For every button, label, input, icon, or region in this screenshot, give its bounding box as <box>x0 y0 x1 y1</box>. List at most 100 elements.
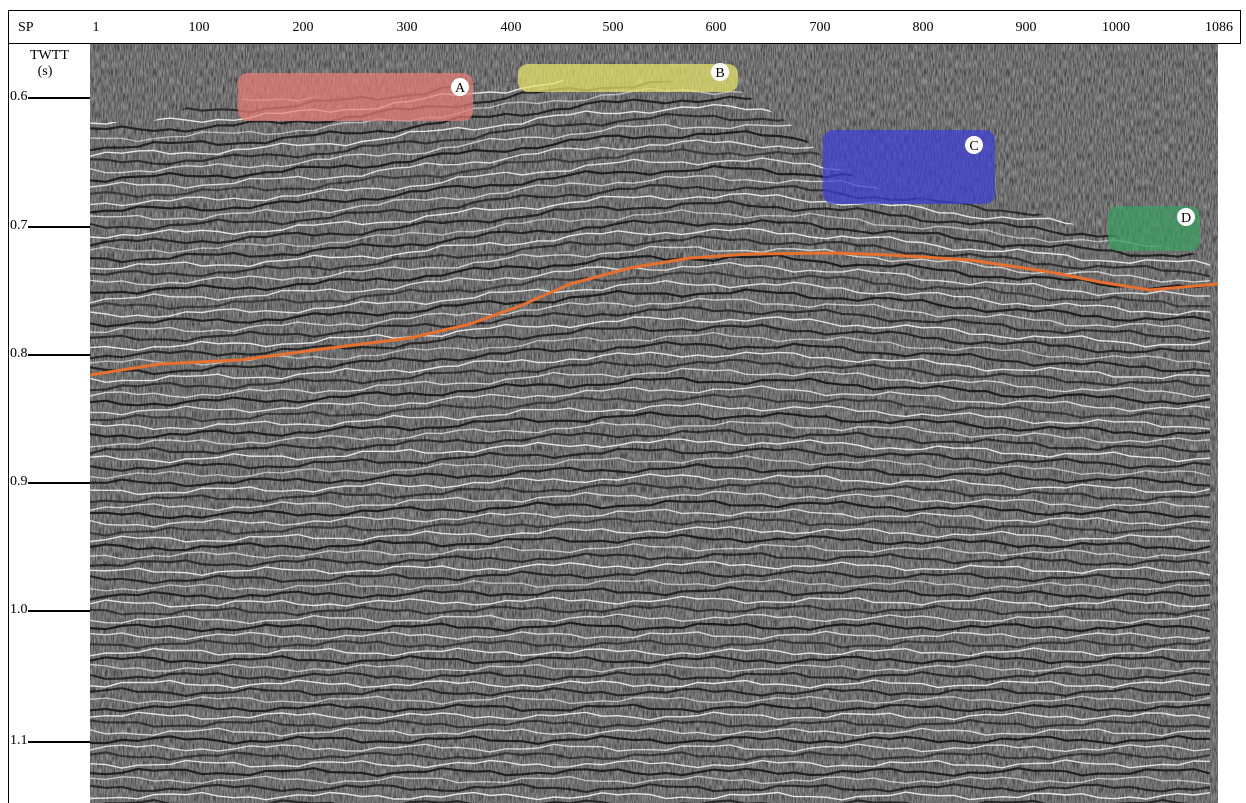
zone-label-c: C <box>969 139 978 154</box>
time-tick-line <box>15 482 90 484</box>
shot-point-tick: 900 <box>1015 20 1037 35</box>
seismic-section: A B C D <box>90 44 1218 803</box>
shot-point-tick: 400 <box>500 20 522 35</box>
reflector-line <box>90 743 1211 753</box>
reflector-line <box>90 376 1211 407</box>
reflector-line <box>90 759 1211 769</box>
reflector-line <box>90 499 1211 520</box>
shot-point-tick: 200 <box>292 20 314 35</box>
reflector-line <box>90 727 1211 737</box>
reflector-line <box>90 340 1211 376</box>
shot-point-tick: 1 <box>92 20 100 35</box>
reflector-line <box>90 367 1211 399</box>
reflector-line <box>90 219 1211 264</box>
seismic-section-svg: A B C D <box>90 44 1218 803</box>
reflector-line <box>90 679 1211 689</box>
reflector-line <box>90 578 1211 592</box>
reflector-line <box>90 253 1211 295</box>
reflector-line <box>90 718 1211 730</box>
time-tick-label: 0.7 <box>10 218 28 234</box>
reflector-line <box>90 734 1211 746</box>
reflector-line <box>90 411 1211 440</box>
zone-label-a: A <box>455 81 466 96</box>
reflector-line <box>90 604 1211 617</box>
reflector-line <box>90 288 1211 328</box>
reflector-line <box>90 508 1211 528</box>
shot-point-tick: 500 <box>602 20 624 35</box>
reflector-line <box>90 775 1211 785</box>
interpreted-zones: A B C D <box>238 63 1200 251</box>
reflector-line <box>90 750 1211 762</box>
zone-label-b: B <box>715 66 724 81</box>
reflector-line <box>90 323 1211 360</box>
shot-point-tick: 1086 <box>1205 20 1233 35</box>
reflector-line <box>90 227 1211 270</box>
interpreted-horizon-line <box>90 251 1218 377</box>
shot-point-tick: 800 <box>912 20 934 35</box>
reflector-line <box>90 613 1211 625</box>
reflector-line <box>90 447 1211 472</box>
reflector-line <box>90 711 1211 721</box>
reflector-line <box>90 686 1211 698</box>
shot-point-tick: 600 <box>705 20 727 35</box>
reflector-line <box>90 402 1211 431</box>
time-tick-line <box>15 354 90 356</box>
reflector-line <box>90 455 1211 480</box>
reflector-line <box>90 438 1211 464</box>
reflector-line <box>90 351 1211 384</box>
time-tick-label: 0.9 <box>10 474 28 490</box>
reflector-line <box>90 783 1211 794</box>
reflector-line <box>90 393 1211 423</box>
time-tick-line <box>15 226 90 228</box>
time-tick-line <box>15 97 90 99</box>
zone-highlight-a <box>238 73 473 121</box>
reflector-line <box>90 621 1211 633</box>
reflector-line <box>90 639 1211 650</box>
reflector-line <box>90 358 1211 392</box>
reflector-line <box>90 702 1211 713</box>
reflector-line <box>90 663 1211 673</box>
reflector-line <box>90 192 1211 239</box>
zone-highlight-c <box>823 130 995 204</box>
time-tick-label: 0.8 <box>10 346 28 362</box>
reflector-line <box>90 463 1211 488</box>
shot-point-tick: 1000 <box>1102 20 1130 35</box>
twtt-label: TWTT <box>30 48 69 63</box>
reflector-line <box>90 647 1211 657</box>
shot-point-tick: 700 <box>809 20 831 35</box>
reflector-line <box>90 543 1211 560</box>
reflector-line <box>90 235 1211 278</box>
zone-label-badge <box>711 63 729 81</box>
reflector-line <box>90 482 1211 504</box>
zone-label-badge <box>965 136 983 154</box>
reflector-line <box>90 261 1211 304</box>
reflector-line <box>90 279 1211 318</box>
reflector-line <box>90 200 1211 247</box>
time-tick-line <box>15 610 90 612</box>
reflector-line <box>90 655 1211 666</box>
time-tick-label: 1.0 <box>10 602 28 618</box>
time-axis-title: TWTT (s) <box>30 48 69 80</box>
zone-highlight-d <box>1108 206 1200 251</box>
reflector-line <box>90 561 1211 577</box>
zone-highlight-b <box>518 64 738 92</box>
reflector-line <box>90 245 1211 286</box>
zone-label-badge <box>1177 208 1195 226</box>
zone-label-badge <box>451 78 469 96</box>
reflector-line <box>90 209 1211 254</box>
reflector-line <box>90 490 1211 512</box>
reflector-line <box>90 420 1211 448</box>
reflector-line <box>90 670 1211 681</box>
zone-label-d: D <box>1181 211 1191 226</box>
reflector-line <box>90 533 1211 552</box>
reflector-line <box>90 473 1211 496</box>
reflector-line <box>90 798 1211 803</box>
reflector-line <box>90 552 1211 568</box>
shot-point-tick: 300 <box>396 20 418 35</box>
reflector-line <box>90 429 1211 455</box>
reflector-line <box>90 271 1211 311</box>
time-tick-label: 1.1 <box>10 733 28 749</box>
reflector-line <box>90 630 1211 641</box>
twtt-unit: (s) <box>37 64 53 79</box>
